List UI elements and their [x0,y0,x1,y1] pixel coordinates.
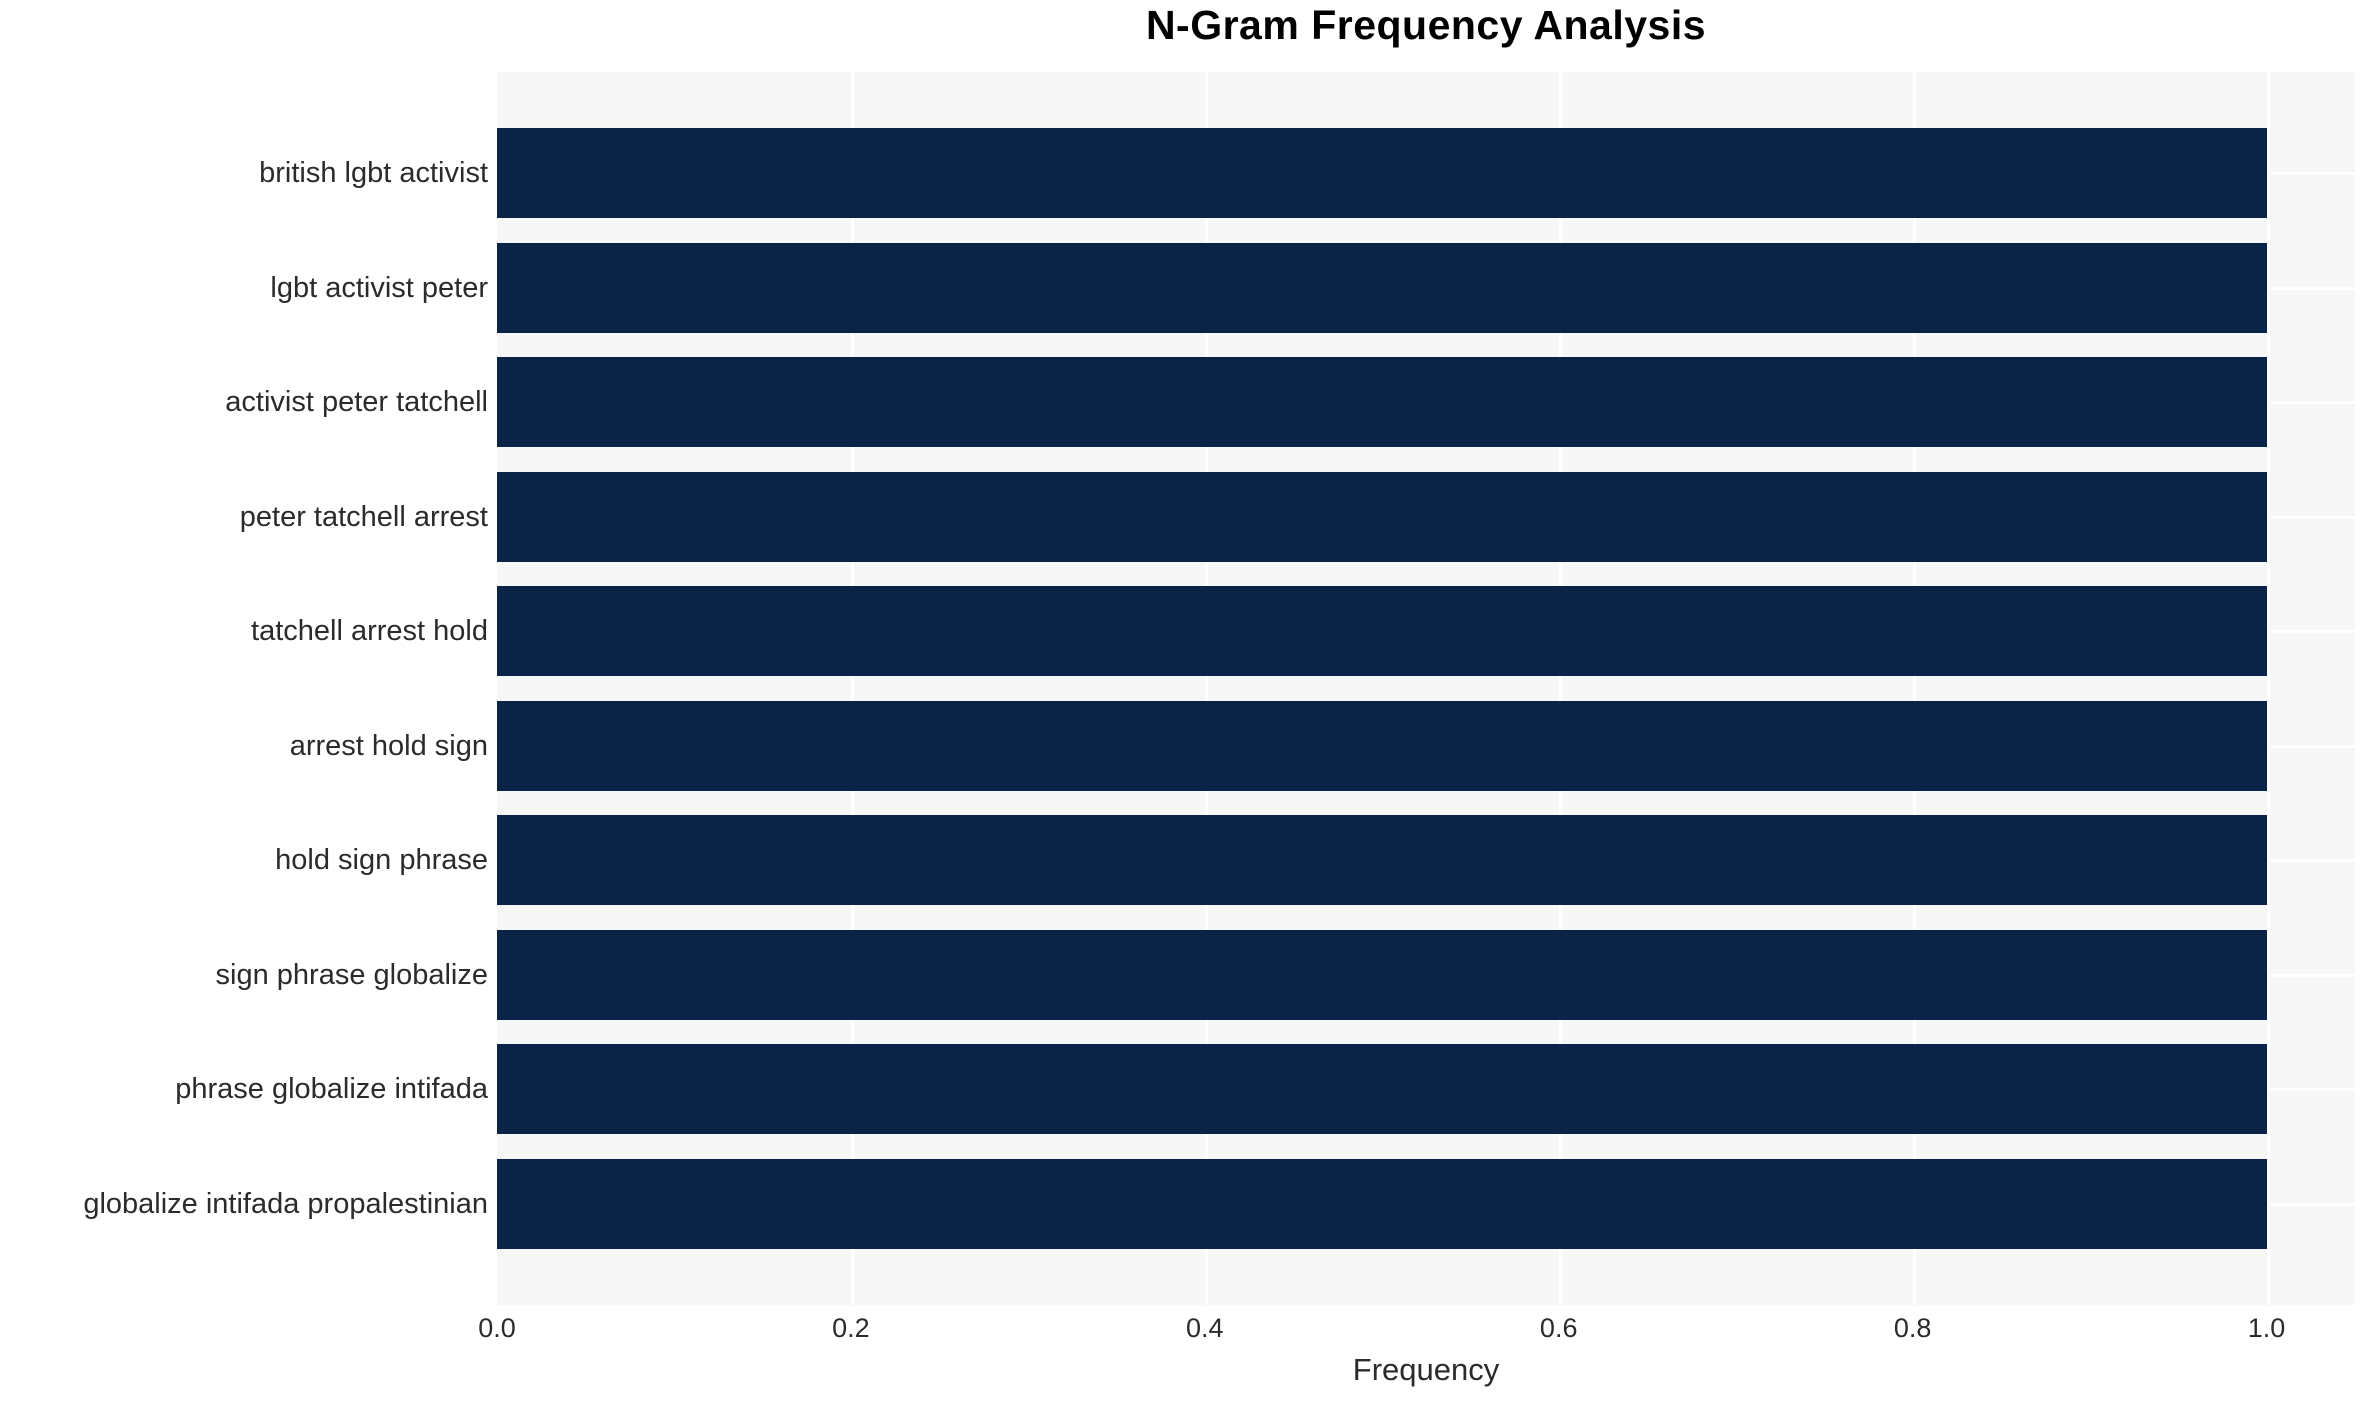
bar [497,929,2267,1020]
bar-row [497,815,2355,906]
y-tick-label: peter tatchell arrest [239,500,488,533]
vertical-gridline [850,72,854,1305]
bar-row [497,471,2355,562]
bar-row [497,128,2355,218]
y-tick-label: hold sign phrase [275,844,488,877]
bar-row [497,1044,2355,1135]
vertical-gridline [2266,72,2270,1305]
x-axis-ticks: 0.0 0.2 0.4 0.6 0.8 1.0 [478,1313,2355,1353]
bar-row [497,586,2355,677]
y-tick-label: lgbt activist peter [270,271,488,304]
x-tick-label: 1.0 [2247,1313,2286,1343]
vertical-gridline [1912,72,1916,1305]
x-tick-label: 0.2 [832,1313,870,1343]
y-tick-label: tatchell arrest hold [251,615,488,648]
bar-row [497,929,2355,1020]
bar-row [497,700,2355,791]
chart-title: N-Gram Frequency Analysis [1145,2,1707,48]
y-tick-label: arrest hold sign [289,729,488,762]
vertical-gridline [1204,72,1208,1305]
vertical-gridline [1558,72,1562,1305]
y-tick-label: sign phrase globalize [215,958,488,991]
y-tick-label: british lgbt activist [259,157,488,189]
bar [497,586,2267,677]
y-axis-labels: british lgbt activist lgbt activist peter… [0,72,488,1305]
bar [497,128,2267,218]
x-tick-label: 0.0 [478,1313,516,1343]
bar [497,1044,2267,1135]
bar-row [497,357,2355,448]
y-tick-label: globalize intifada propalestinian [83,1187,488,1220]
x-tick-label: 0.6 [1539,1313,1578,1343]
y-tick-label: activist peter tatchell [225,386,488,419]
bar [497,357,2267,448]
x-tick-label: 0.4 [1186,1313,1224,1343]
bar-row [497,1158,2355,1249]
x-axis-label: Frequency [1352,1352,1500,1387]
plot-area [497,72,2355,1305]
bar-row [497,242,2355,333]
x-tick-label: 0.8 [1893,1313,1932,1343]
bar-rows [497,72,2355,1305]
bar [497,471,2267,562]
y-tick-label: phrase globalize intifada [175,1073,488,1106]
bar [497,1158,2267,1249]
bar [497,815,2267,906]
bar [497,242,2267,333]
bar [497,700,2267,791]
